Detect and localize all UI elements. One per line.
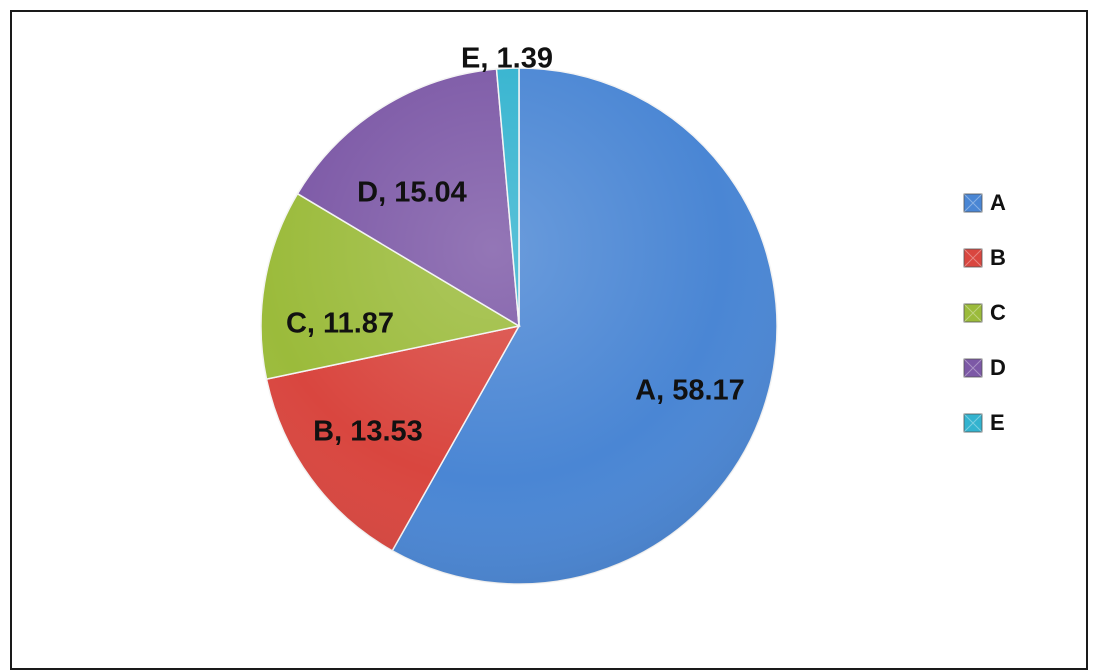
legend-item-a: A <box>963 190 1006 215</box>
legend-swatch-c <box>963 303 983 323</box>
legend-swatch-bevel <box>963 303 983 323</box>
legend-label-b: B <box>990 245 1006 270</box>
legend: A B C D E <box>963 190 1006 435</box>
legend-item-b: B <box>963 245 1006 270</box>
legend-swatch-e <box>963 413 983 433</box>
legend-swatch-a <box>963 193 983 213</box>
data-label-d: D, 15.04 <box>357 177 467 209</box>
legend-swatch-d <box>963 358 983 378</box>
legend-swatch-bevel <box>963 358 983 378</box>
legend-item-e: E <box>963 410 1005 435</box>
legend-swatch-b <box>963 248 983 268</box>
data-label-a: A, 58.17 <box>635 375 745 407</box>
legend-label-e: E <box>990 410 1005 435</box>
legend-swatch-bevel <box>963 193 983 213</box>
legend-label-a: A <box>990 190 1006 215</box>
data-label-e: E, 1.39 <box>461 43 553 75</box>
legend-item-c: C <box>963 300 1006 325</box>
legend-swatch-bevel <box>963 248 983 268</box>
legend-item-d: D <box>963 355 1006 380</box>
data-label-c: C, 11.87 <box>286 308 394 340</box>
legend-label-d: D <box>990 355 1006 380</box>
data-label-b: B, 13.53 <box>313 416 423 448</box>
legend-label-c: C <box>990 300 1006 325</box>
legend-swatch-bevel <box>963 413 983 433</box>
pie-data-labels: A, 58.17 B, 13.53 C, 11.87 D, 15.04 E, 1.39 <box>286 43 745 448</box>
